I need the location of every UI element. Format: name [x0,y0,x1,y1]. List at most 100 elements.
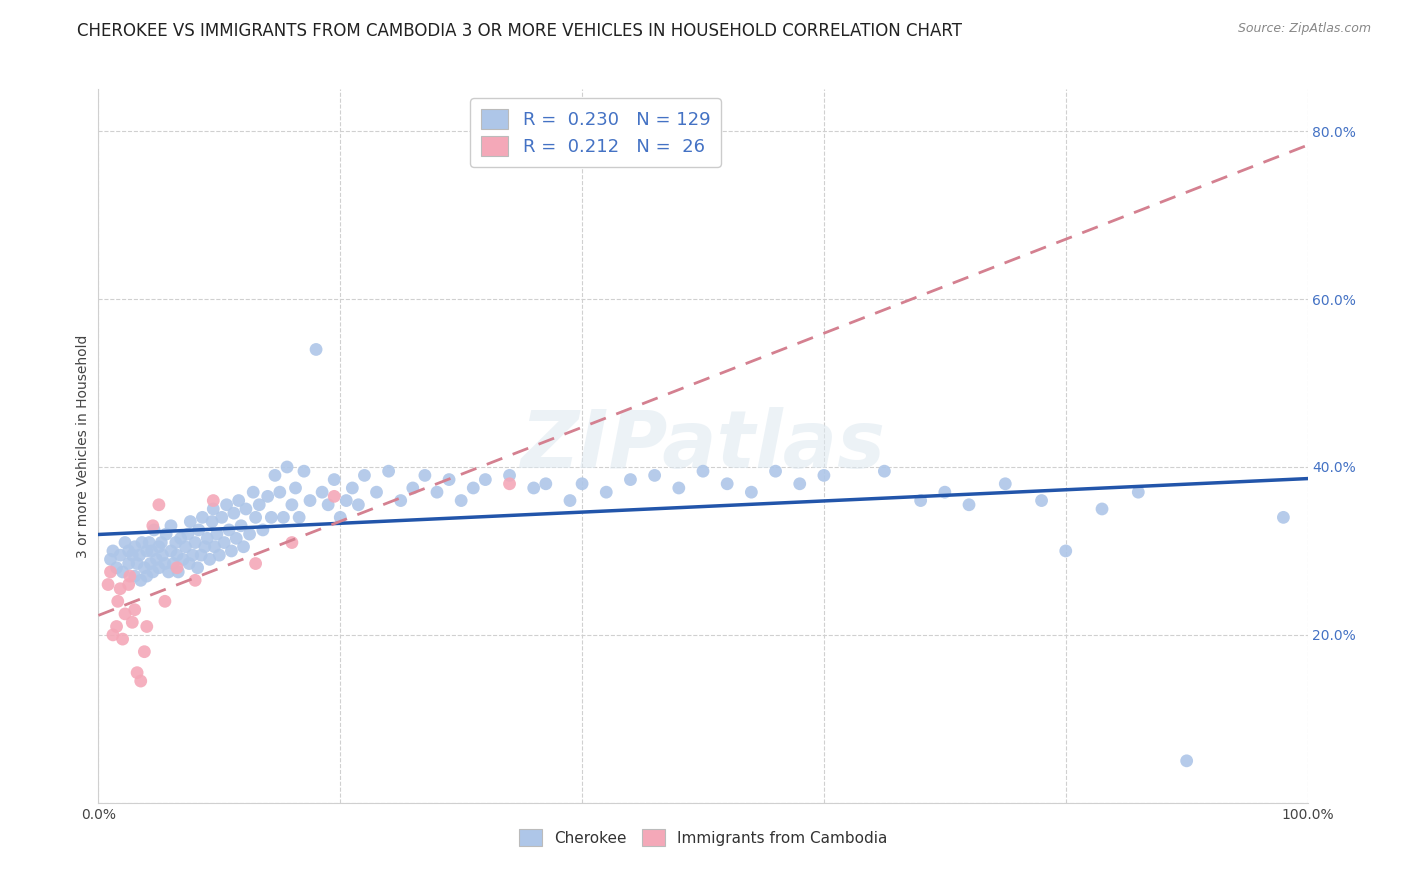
Point [595,485,617,500]
Point [204,540,226,554]
Point [534,476,557,491]
Point [118,569,141,583]
Point [145,552,167,566]
Point [153,557,176,571]
Point [166,548,188,562]
Point [111,632,134,646]
Point [172,552,194,566]
Point [256,489,278,503]
Point [245,557,267,571]
Point [121,615,143,630]
Point [143,523,166,537]
Point [498,476,520,491]
Point [239,527,262,541]
Point [245,510,267,524]
Point [1128,485,1150,500]
Point [813,468,835,483]
Point [311,485,333,500]
Point [366,485,388,500]
Point [765,464,787,478]
Point [934,485,956,500]
Point [153,594,176,608]
Point [101,544,124,558]
Point [179,557,201,571]
Point [1091,502,1114,516]
Point [273,510,295,524]
Point [437,473,460,487]
Point [211,510,233,524]
Point [134,645,156,659]
Point [160,518,183,533]
Point [716,476,738,491]
Point [190,548,212,562]
Point [288,510,311,524]
Point [166,560,188,574]
Point [558,493,581,508]
Point [179,515,201,529]
Point [127,665,149,680]
Text: Source: ZipAtlas.com: Source: ZipAtlas.com [1237,22,1371,36]
Point [201,515,224,529]
Point [292,464,315,478]
Point [194,540,217,554]
Point [281,535,304,549]
Point [202,493,225,508]
Point [128,548,150,562]
Point [108,582,131,596]
Point [135,544,157,558]
Point [142,518,165,533]
Point [413,468,436,483]
Point [167,565,190,579]
Point [148,540,170,554]
Point [426,485,449,500]
Point [118,544,141,558]
Point [1272,510,1295,524]
Point [107,594,129,608]
Point [225,532,247,546]
Point [305,343,328,357]
Point [124,540,146,554]
Point [160,544,183,558]
Point [177,527,200,541]
Point [619,473,641,487]
Point [353,468,375,483]
Point [329,510,352,524]
Point [252,523,274,537]
Point [202,502,225,516]
Point [208,548,231,562]
Point [389,493,412,508]
Point [108,548,131,562]
Point [498,468,520,483]
Point [222,506,245,520]
Point [692,464,714,478]
Point [284,481,307,495]
Point [474,473,496,487]
Point [169,532,191,546]
Point [121,548,143,562]
Point [276,460,298,475]
Point [264,468,287,483]
Point [323,489,346,503]
Point [335,493,357,508]
Point [187,523,209,537]
Point [165,535,187,549]
Point [281,498,304,512]
Point [187,560,209,574]
Point [1031,493,1053,508]
Point [198,552,221,566]
Point [139,557,162,571]
Point [131,535,153,549]
Point [195,532,218,546]
Point [105,560,128,574]
Point [994,476,1017,491]
Point [105,619,128,633]
Point [668,481,690,495]
Point [644,468,666,483]
Point [157,565,180,579]
Point [571,476,593,491]
Point [450,493,472,508]
Point [118,577,141,591]
Point [242,485,264,500]
Point [148,498,170,512]
Point [100,565,122,579]
